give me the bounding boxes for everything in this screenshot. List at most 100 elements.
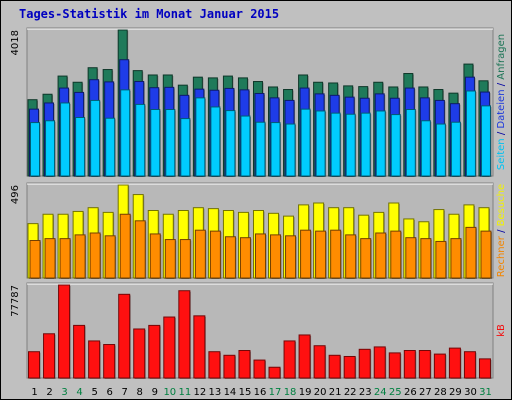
legend-top: Seiten / Dateien / Anfragen bbox=[496, 34, 507, 170]
x-tick-label-day-10: 10 bbox=[163, 387, 176, 398]
bar-seiten-day-23 bbox=[360, 112, 371, 177]
bar-rechner-day-5 bbox=[89, 232, 101, 279]
x-tick-label-day-12: 12 bbox=[194, 387, 207, 398]
bar-seiten-day-30 bbox=[465, 90, 476, 177]
bar-rechner-day-28 bbox=[435, 240, 447, 279]
x-tick-label-day-27: 27 bbox=[419, 387, 432, 398]
bar-kb-day-5 bbox=[88, 340, 101, 379]
bar-kb-day-30 bbox=[463, 351, 476, 379]
bar-kb-day-19 bbox=[298, 334, 311, 379]
bar-seiten-day-24 bbox=[375, 110, 386, 177]
x-tick-label-day-6: 6 bbox=[106, 387, 112, 398]
x-tick-label-day-9: 9 bbox=[152, 387, 158, 398]
bar-seiten-day-9 bbox=[150, 109, 161, 177]
bar-kb-day-26 bbox=[403, 350, 416, 379]
bar-kb-day-28 bbox=[433, 353, 446, 379]
bar-kb-day-17 bbox=[268, 366, 281, 379]
bar-kb-day-9 bbox=[148, 324, 161, 379]
bar-seiten-day-5 bbox=[90, 99, 101, 177]
bar-seiten-day-14 bbox=[225, 110, 236, 177]
bar-rechner-day-31 bbox=[480, 230, 492, 279]
bar-rechner-day-4 bbox=[74, 234, 86, 279]
x-tick-label-day-28: 28 bbox=[434, 387, 447, 398]
bar-kb-day-4 bbox=[73, 324, 86, 379]
chart-title: Tages-Statistik im Monat Januar 2015 bbox=[19, 7, 280, 21]
bar-kb-day-15 bbox=[238, 350, 251, 379]
bar-kb-day-2 bbox=[43, 333, 56, 379]
bar-seiten-day-6 bbox=[105, 117, 116, 177]
bar-kb-day-10 bbox=[163, 316, 176, 379]
bar-seiten-day-25 bbox=[390, 114, 401, 177]
legend-middle: Rechner / Besuche bbox=[496, 184, 507, 277]
bar-rechner-day-29 bbox=[450, 238, 462, 279]
x-tick-label-day-26: 26 bbox=[404, 387, 417, 398]
bar-seiten-day-2 bbox=[45, 120, 56, 177]
bar-rechner-day-1 bbox=[29, 240, 41, 279]
bar-rechner-day-2 bbox=[44, 238, 56, 279]
bar-kb-day-31 bbox=[478, 358, 491, 379]
bar-rechner-day-13 bbox=[209, 230, 221, 279]
bar-seiten-day-26 bbox=[405, 109, 416, 177]
bar-rechner-day-17 bbox=[270, 234, 282, 279]
x-tick-label-day-22: 22 bbox=[344, 387, 357, 398]
bar-seiten-day-3 bbox=[60, 102, 71, 177]
legend-label-besuche: Besuche bbox=[496, 184, 507, 227]
x-tick-label-day-8: 8 bbox=[137, 387, 143, 398]
legend-bottom: kB bbox=[496, 324, 507, 337]
bar-rechner-day-21 bbox=[330, 229, 342, 279]
x-tick-label-day-15: 15 bbox=[239, 387, 252, 398]
legend-label-kb: kB bbox=[496, 324, 507, 337]
x-tick-label-day-1: 1 bbox=[31, 387, 37, 398]
x-tick-label-day-25: 25 bbox=[389, 387, 402, 398]
bar-rechner-day-25 bbox=[390, 230, 402, 279]
bar-seiten-day-28 bbox=[435, 123, 446, 177]
bar-seiten-day-18 bbox=[285, 123, 296, 177]
bar-kb-day-11 bbox=[178, 290, 191, 379]
x-tick-label-day-11: 11 bbox=[178, 387, 191, 398]
bar-seiten-day-20 bbox=[315, 110, 326, 177]
bar-kb-day-22 bbox=[343, 355, 356, 379]
x-tick-label-day-3: 3 bbox=[61, 387, 67, 398]
bar-kb-day-14 bbox=[223, 354, 236, 379]
x-tick-label-day-4: 4 bbox=[76, 387, 82, 398]
bar-rechner-day-6 bbox=[104, 235, 116, 279]
x-tick-label-day-18: 18 bbox=[284, 387, 297, 398]
bar-kb-day-6 bbox=[103, 344, 116, 379]
bar-rechner-day-24 bbox=[375, 232, 387, 279]
x-tick-label-day-20: 20 bbox=[314, 387, 327, 398]
bar-seiten-day-1 bbox=[30, 122, 40, 177]
bar-kb-day-29 bbox=[448, 347, 461, 379]
bar-rechner-day-10 bbox=[164, 239, 176, 279]
bar-kb-day-23 bbox=[358, 348, 371, 379]
bar-seiten-day-19 bbox=[300, 108, 311, 177]
bar-rechner-day-27 bbox=[420, 238, 432, 279]
bar-rechner-day-19 bbox=[300, 229, 312, 279]
x-tick-label-day-21: 21 bbox=[329, 387, 342, 398]
bar-kb-day-8 bbox=[133, 328, 146, 379]
bar-seiten-day-17 bbox=[270, 122, 281, 177]
bar-seiten-day-7 bbox=[120, 89, 131, 177]
bar-rechner-day-26 bbox=[405, 237, 417, 279]
bar-kb-day-27 bbox=[418, 350, 431, 379]
bar-rechner-day-7 bbox=[119, 213, 131, 279]
legend-separator: / bbox=[496, 80, 507, 90]
bar-kb-day-3 bbox=[58, 284, 71, 379]
bar-seiten-day-22 bbox=[345, 113, 356, 177]
bar-kb-day-16 bbox=[253, 359, 266, 379]
x-tick-label-day-7: 7 bbox=[122, 387, 128, 398]
bar-kb-day-20 bbox=[313, 345, 326, 379]
bar-rechner-day-18 bbox=[285, 235, 297, 279]
bar-kb-day-13 bbox=[208, 351, 221, 379]
x-tick-label-day-16: 16 bbox=[254, 387, 267, 398]
x-tick-label-day-24: 24 bbox=[374, 387, 387, 398]
y-max-tick-label: 4018 bbox=[10, 30, 21, 55]
bar-rechner-day-12 bbox=[194, 229, 206, 279]
y-max-tick-label: 77787 bbox=[10, 285, 21, 317]
bar-seiten-day-27 bbox=[420, 120, 431, 177]
bar-rechner-day-8 bbox=[134, 220, 146, 279]
x-tick-label-day-17: 17 bbox=[269, 387, 282, 398]
x-tick-label-day-14: 14 bbox=[224, 387, 237, 398]
bar-rechner-day-30 bbox=[465, 226, 477, 279]
x-tick-label-day-30: 30 bbox=[464, 387, 477, 398]
